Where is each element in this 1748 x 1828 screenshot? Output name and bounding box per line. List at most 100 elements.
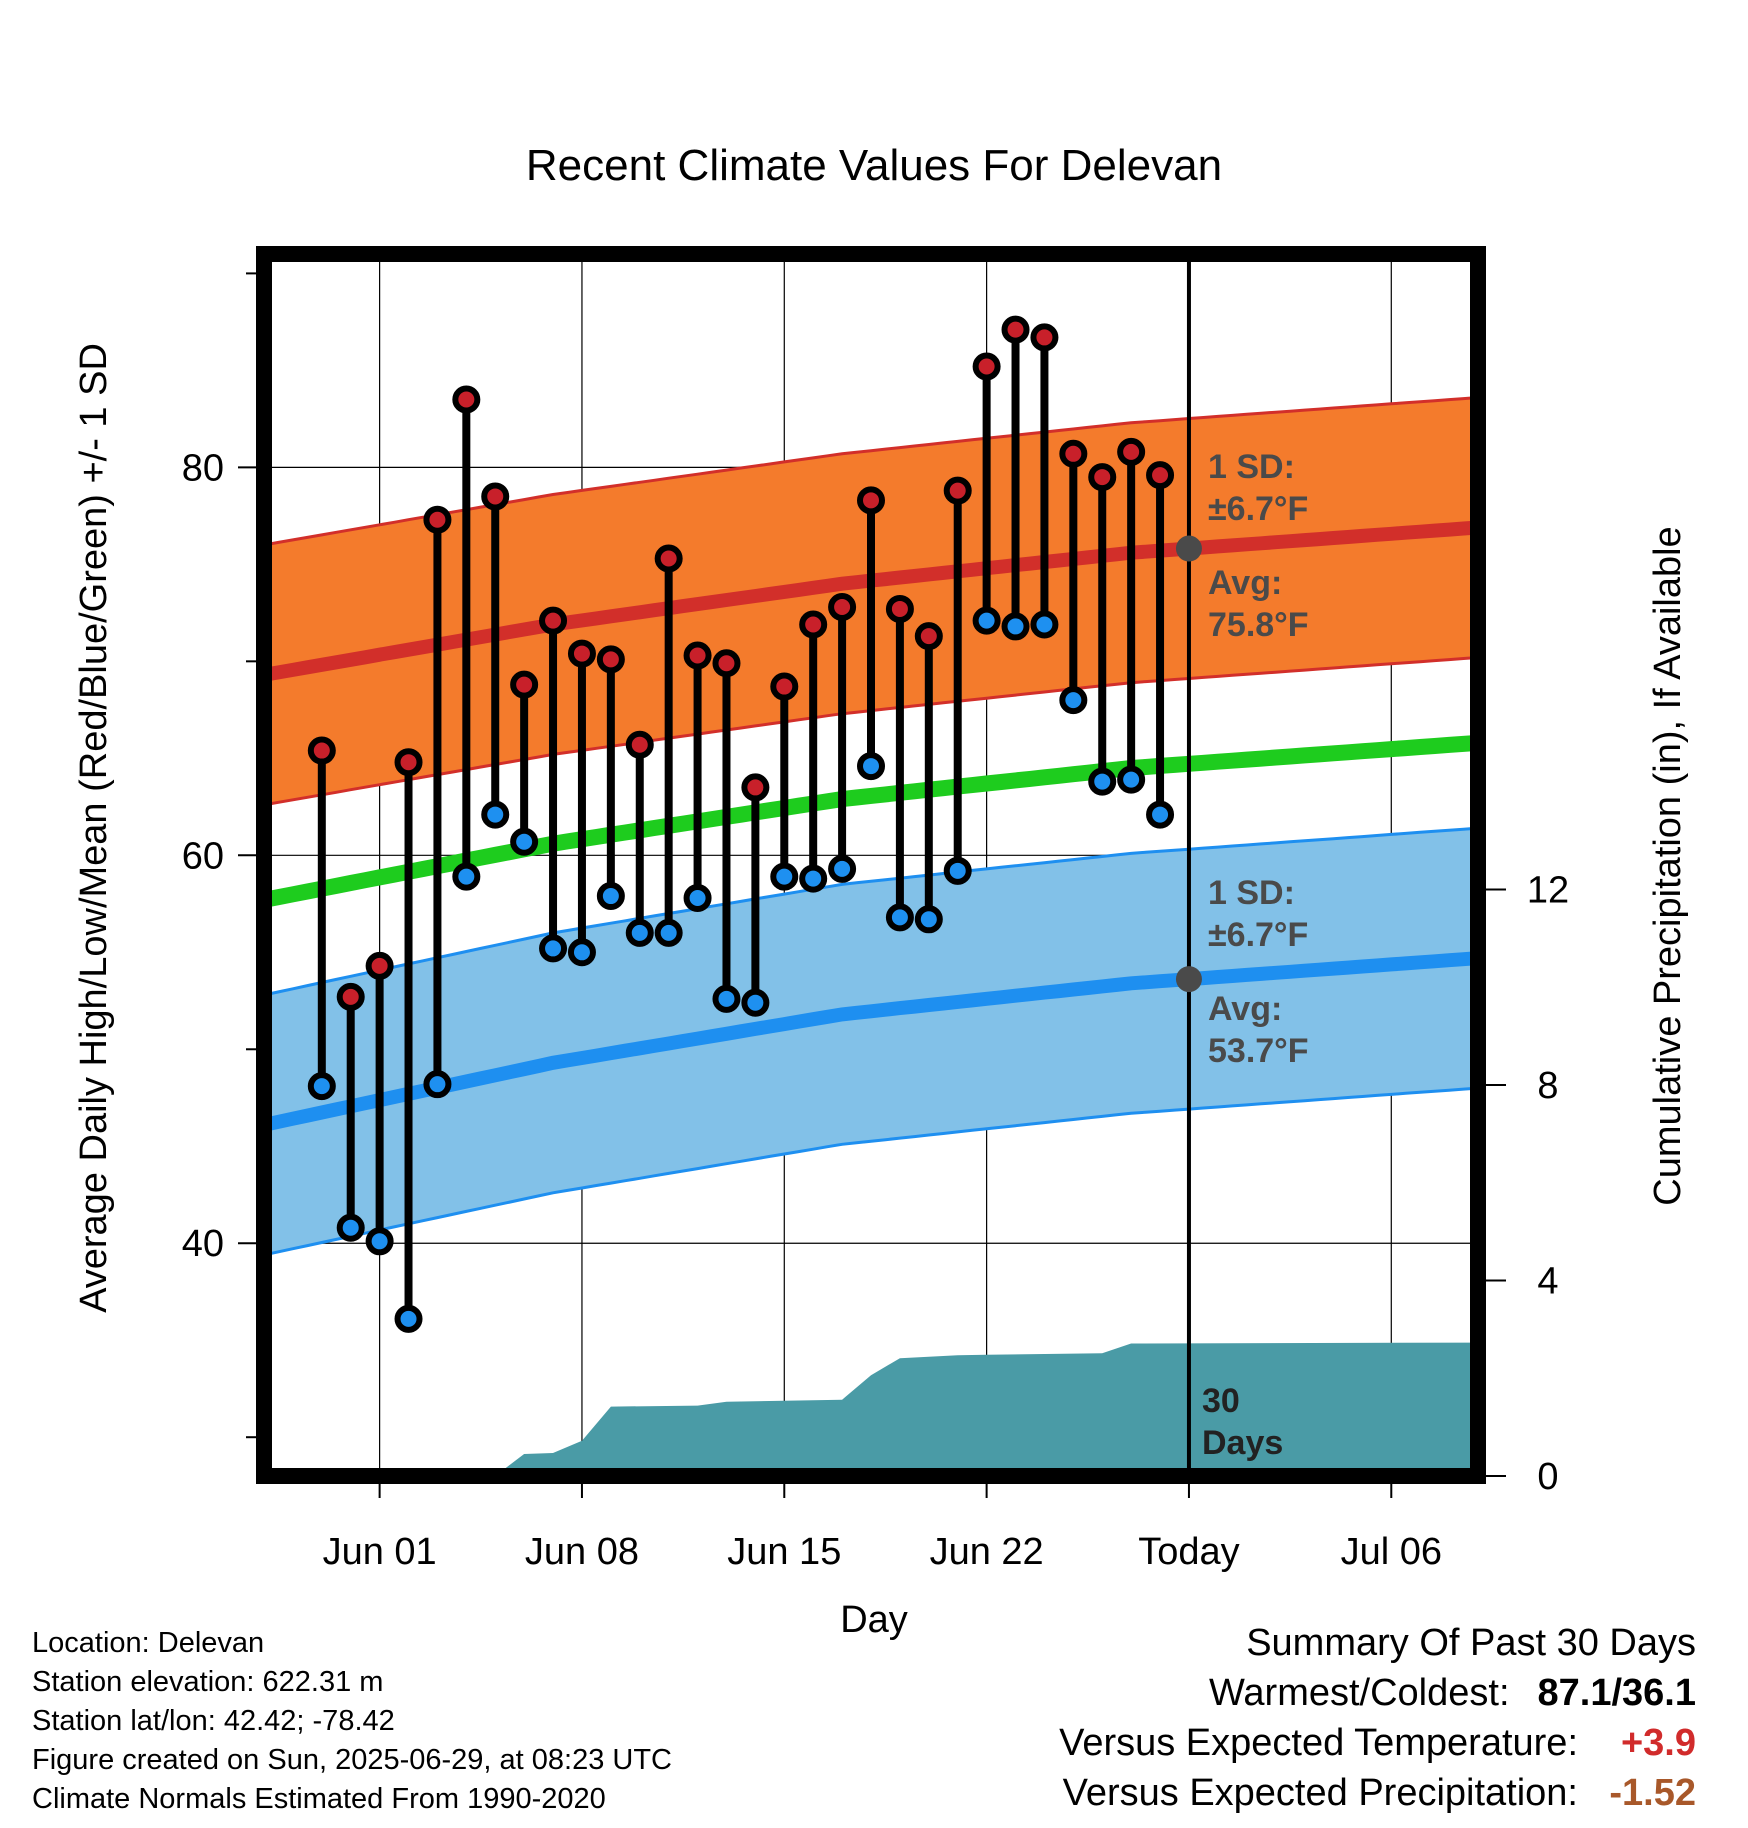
daily-high-point — [1001, 315, 1030, 344]
daily-high-point — [943, 476, 972, 505]
daily-low-point — [510, 827, 539, 856]
axis-ticks: Jun 01 Jun 08 Jun 15 Jun 22 Today Jul 0640608… — [182, 272, 1569, 1573]
daily-high-point — [307, 736, 336, 765]
daily-high-point — [828, 593, 857, 622]
daily-low-point — [1117, 765, 1146, 794]
daily-low-point — [1088, 767, 1117, 796]
summary-temp-row: Versus Expected Temperature: +3.9 — [1059, 1718, 1696, 1768]
y-axis-label-left: Average Daily High/Low/Mean (Red/Blue/Gr… — [73, 343, 115, 1313]
today-low-avg-marker — [1175, 966, 1202, 993]
daily-low-point — [1030, 610, 1059, 639]
daily-low-point — [770, 862, 799, 891]
daily-low-point — [741, 988, 770, 1017]
daily-high-point — [741, 773, 770, 802]
low-avg-label: Avg: — [1208, 990, 1282, 1028]
temp-vs-expected-value: +3.9 — [1620, 1722, 1696, 1764]
warmest-value: 87.1/36.1 — [1537, 1672, 1696, 1714]
latlon-text: Station lat/lon: 42.42; -78.42 — [32, 1705, 395, 1737]
x-tick-label: Jul 06 — [1341, 1531, 1442, 1573]
daily-high-point — [1146, 461, 1175, 490]
precipitation-area — [466, 1342, 1478, 1476]
daily-high-point — [567, 639, 596, 668]
daily-low-point — [943, 856, 972, 885]
daily-low-point — [683, 883, 712, 912]
daily-low-point — [365, 1227, 394, 1256]
daily-high-point — [799, 610, 828, 639]
daily-low-point — [1059, 686, 1088, 715]
y-tick-label-right: 8 — [1537, 1065, 1558, 1107]
today-high-avg-marker — [1175, 535, 1202, 562]
precip-vs-expected-value: -1.52 — [1609, 1772, 1696, 1814]
daily-high-point — [885, 594, 914, 623]
summary-warmest-row: Warmest/Coldest: 87.1/36.1 — [1059, 1668, 1696, 1718]
daily-low-point — [625, 918, 654, 947]
summary-precip-row: Versus Expected Precipitation: -1.52 — [1059, 1768, 1696, 1818]
daily-low-point — [857, 752, 885, 781]
daily-low-point — [972, 606, 1001, 635]
daily-high-point — [1088, 463, 1117, 492]
low-sd-label: 1 SD: — [1208, 874, 1295, 912]
daily-low-point — [394, 1304, 423, 1333]
daily-high-point — [972, 352, 1001, 381]
warmest-label: Warmest/Coldest: — [1208, 1672, 1510, 1714]
daily-high-point — [683, 641, 712, 670]
low-band-lower-edge — [264, 1086, 1478, 1257]
daily-low-point — [423, 1070, 452, 1099]
daily-range-bars — [317, 329, 1165, 1319]
daily-high-point — [365, 951, 394, 980]
daily-points — [307, 315, 1175, 1333]
daily-low-point — [712, 984, 741, 1013]
x-tick-label: Jun 15 — [727, 1531, 841, 1573]
created-text: Figure created on Sun, 2025-06-29, at 08… — [32, 1744, 672, 1776]
high-avg-value: 75.8°F — [1208, 606, 1309, 644]
daily-low-point — [1001, 612, 1030, 641]
high-avg-label: Avg: — [1208, 564, 1282, 602]
daily-high-point — [857, 486, 885, 515]
high-sd-label: 1 SD: — [1208, 448, 1295, 486]
low-band-upper-edge — [264, 826, 1478, 997]
summary-panel: Summary Of Past 30 Days Warmest/Coldest:… — [1059, 1618, 1696, 1818]
chart-title: Recent Climate Values For Delevan — [526, 141, 1222, 190]
y-tick-label-right: 4 — [1537, 1260, 1558, 1302]
elevation-text: Station elevation: 622.31 m — [32, 1666, 384, 1698]
daily-high-point — [914, 622, 943, 651]
daily-high-point — [596, 645, 625, 674]
daily-high-point — [1059, 439, 1088, 468]
daily-high-point — [1117, 437, 1146, 466]
daily-low-point — [481, 800, 510, 829]
days-count-label: 30 — [1202, 1382, 1240, 1420]
daily-low-point — [1146, 800, 1175, 829]
daily-high-point — [423, 505, 452, 534]
daily-low-point — [654, 918, 683, 947]
precip-vs-expected-label: Versus Expected Precipitation: — [1062, 1772, 1578, 1814]
low-sd-value: ±6.7°F — [1208, 916, 1308, 954]
daily-low-point — [452, 862, 481, 891]
daily-low-point — [885, 903, 914, 932]
annotations: 1 SD: ±6.7°F Avg: 75.8°F 1 SD: ±6.7°F Av… — [1202, 448, 1309, 1462]
normals-text: Climate Normals Estimated From 1990-2020 — [32, 1783, 606, 1815]
daily-low-point — [914, 905, 943, 934]
daily-low-point — [828, 854, 857, 883]
y-tick-label-right: 12 — [1527, 869, 1569, 911]
x-tick-label: Jun 08 — [525, 1531, 639, 1573]
low-temperature-band — [264, 828, 1478, 1255]
daily-high-point — [394, 748, 423, 777]
y-tick-label-left: 40 — [182, 1223, 224, 1265]
temp-vs-expected-label: Versus Expected Temperature: — [1059, 1722, 1578, 1764]
daily-high-point — [770, 672, 799, 701]
daily-low-point — [596, 882, 625, 911]
y-tick-label-left: 60 — [182, 835, 224, 877]
daily-high-point — [336, 982, 365, 1011]
daily-high-point — [452, 385, 481, 414]
daily-low-point — [799, 864, 828, 893]
daily-high-point — [654, 544, 683, 573]
high-sd-value: ±6.7°F — [1208, 490, 1308, 528]
station-metadata: Location: Delevan Station elevation: 622… — [32, 1624, 672, 1819]
daily-low-point — [307, 1072, 336, 1101]
low-avg-value: 53.7°F — [1208, 1032, 1309, 1070]
days-unit-label: Days — [1202, 1424, 1283, 1462]
summary-heading: Summary Of Past 30 Days — [1246, 1622, 1696, 1664]
location-text: Location: Delevan — [32, 1627, 265, 1659]
daily-high-point — [539, 606, 568, 635]
plot-frame — [256, 246, 1486, 1484]
